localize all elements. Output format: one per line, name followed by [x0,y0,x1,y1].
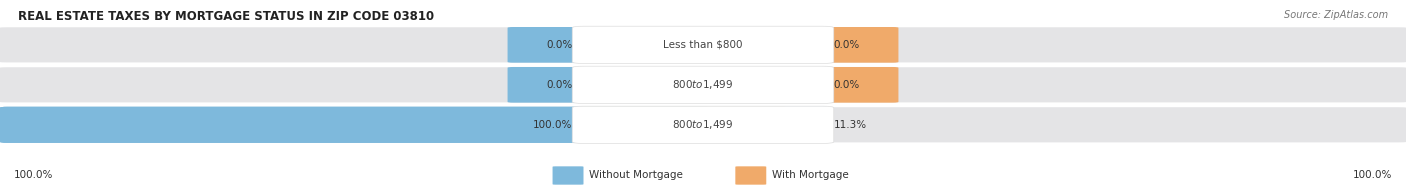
FancyBboxPatch shape [735,166,766,185]
FancyBboxPatch shape [572,106,834,144]
Text: Less than $800: Less than $800 [664,40,742,50]
FancyBboxPatch shape [0,26,1406,64]
FancyBboxPatch shape [817,27,898,63]
FancyBboxPatch shape [576,107,789,143]
FancyBboxPatch shape [0,107,710,143]
Text: Source: ZipAtlas.com: Source: ZipAtlas.com [1284,10,1388,20]
Text: With Mortgage: With Mortgage [772,170,849,181]
Text: 100.0%: 100.0% [533,120,572,130]
Text: $800 to $1,499: $800 to $1,499 [672,78,734,91]
Text: REAL ESTATE TAXES BY MORTGAGE STATUS IN ZIP CODE 03810: REAL ESTATE TAXES BY MORTGAGE STATUS IN … [18,10,434,23]
FancyBboxPatch shape [817,67,898,103]
Text: 0.0%: 0.0% [546,80,572,90]
FancyBboxPatch shape [572,66,834,104]
Text: 11.3%: 11.3% [834,120,868,130]
Text: $800 to $1,499: $800 to $1,499 [672,118,734,131]
FancyBboxPatch shape [572,26,834,64]
FancyBboxPatch shape [0,106,1406,144]
Text: Without Mortgage: Without Mortgage [589,170,683,181]
FancyBboxPatch shape [508,27,589,63]
FancyBboxPatch shape [0,107,830,143]
Text: 0.0%: 0.0% [834,40,860,50]
FancyBboxPatch shape [553,166,583,185]
Text: 100.0%: 100.0% [1353,170,1392,181]
Text: 0.0%: 0.0% [546,40,572,50]
FancyBboxPatch shape [0,66,1406,104]
Text: 0.0%: 0.0% [834,80,860,90]
FancyBboxPatch shape [508,67,589,103]
Text: 100.0%: 100.0% [14,170,53,181]
